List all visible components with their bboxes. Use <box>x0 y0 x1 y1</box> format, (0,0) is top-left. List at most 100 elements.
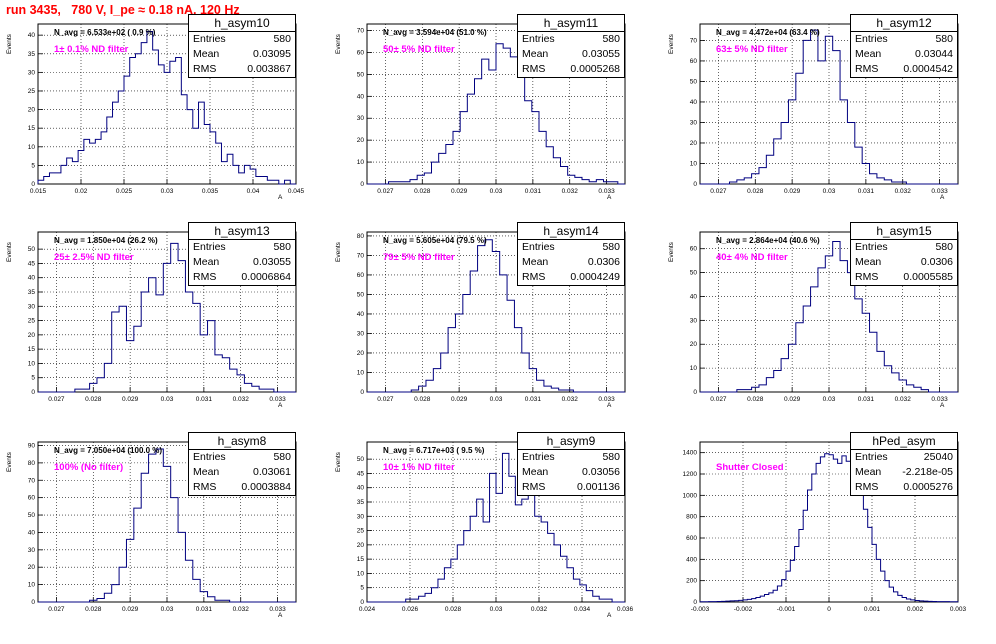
histogram-name: h_asym12 <box>851 15 957 32</box>
histogram-bin <box>126 341 133 392</box>
histogram-name: h_asym9 <box>518 433 624 450</box>
histogram-bin <box>898 595 902 602</box>
histogram-bin <box>532 112 539 184</box>
histogram-bin <box>455 314 462 392</box>
histogram-bin <box>812 474 816 602</box>
histogram-bin <box>862 163 869 184</box>
histogram-bin <box>78 151 84 184</box>
y-tick-label: 0 <box>693 389 697 396</box>
histogram-bin <box>559 390 566 392</box>
x-tick-label: 0.029 <box>122 606 139 613</box>
histogram-bin <box>561 556 567 602</box>
histogram-bin <box>766 378 773 392</box>
histogram-bin <box>227 154 233 184</box>
histogram-bin <box>176 57 182 184</box>
histogram-bin <box>829 455 833 602</box>
y-tick-label: 30 <box>357 513 365 520</box>
y-tick-label: 20 <box>28 107 36 114</box>
x-tick-label: 0.003 <box>950 606 967 613</box>
stats-value: 0.03061 <box>253 465 291 480</box>
histogram-bin <box>164 72 170 184</box>
histogram-bin <box>599 599 605 602</box>
histogram-bin <box>507 300 514 392</box>
histogram-bin <box>752 387 759 392</box>
histogram-bin <box>582 180 589 184</box>
y-tick-label: 60 <box>690 246 698 253</box>
histogram-bin <box>107 117 113 184</box>
filter-label: 10± 1% ND filter <box>383 462 455 473</box>
histogram-bin <box>170 61 176 184</box>
stats-value: 0.0005268 <box>570 62 620 77</box>
histogram-bin <box>419 386 426 392</box>
histogram-bin <box>185 560 192 602</box>
filter-label: 100% (No filter) <box>54 462 123 473</box>
histogram-bin <box>135 54 141 184</box>
y-axis-label: Events <box>668 34 675 54</box>
histogram-bin <box>193 579 200 602</box>
histogram-bin <box>104 593 111 602</box>
stats-value: 0.0306 <box>921 255 953 270</box>
histogram-bin <box>239 173 245 184</box>
histogram-bin <box>222 358 229 392</box>
histogram-bin <box>453 131 460 184</box>
histogram-bin <box>911 600 915 602</box>
x-axis-label: A <box>278 612 282 619</box>
histogram-bin <box>928 601 932 602</box>
y-tick-label: 30 <box>690 317 698 324</box>
histogram-bin <box>796 73 803 184</box>
y-tick-label: 35 <box>357 499 365 506</box>
y-tick-label: 70 <box>357 28 365 35</box>
histogram-bin <box>97 378 104 392</box>
y-tick-label: 60 <box>690 58 698 65</box>
histogram-bin <box>586 591 592 602</box>
stats-value: 0.03044 <box>915 47 953 62</box>
y-tick-label: 60 <box>357 272 365 279</box>
histogram-bin <box>101 132 107 184</box>
stats-key: Entries <box>855 450 888 465</box>
histogram-bin <box>881 571 885 602</box>
histogram-name: h_asym15 <box>851 223 957 240</box>
histogram-bin <box>553 158 560 184</box>
histogram-bin <box>119 306 126 392</box>
histogram-bin <box>744 178 751 184</box>
y-tick-label: 35 <box>28 289 36 296</box>
y-tick-label: 1000 <box>683 492 698 499</box>
histogram-bin <box>163 263 170 392</box>
x-tick-label: 0.024 <box>359 606 376 613</box>
histogram-bin <box>554 545 560 602</box>
histogram-bin <box>470 271 477 392</box>
histogram-bin <box>118 91 124 184</box>
stats-value: 0.03095 <box>253 47 291 62</box>
y-axis-label: Events <box>6 242 13 262</box>
histogram-bin <box>803 40 810 184</box>
histogram-bin <box>868 527 872 602</box>
histogram-bin <box>90 600 97 602</box>
histogram-bin <box>799 529 803 602</box>
histogram-bin <box>518 74 525 184</box>
histogram-bin <box>502 453 508 602</box>
histogram-bin <box>496 493 502 602</box>
y-tick-label: 70 <box>357 252 365 259</box>
histogram-bin <box>178 532 185 602</box>
histogram-name: h_asym10 <box>189 15 295 32</box>
histogram-bin <box>171 498 178 602</box>
histogram-bin <box>250 169 256 184</box>
histogram-bin <box>877 351 884 392</box>
stats-key: RMS <box>193 62 216 77</box>
y-tick-label: 40 <box>690 99 698 106</box>
histogram-bin <box>417 175 424 184</box>
histogram-bin <box>855 479 859 602</box>
x-tick-label: 0.03 <box>490 396 503 403</box>
